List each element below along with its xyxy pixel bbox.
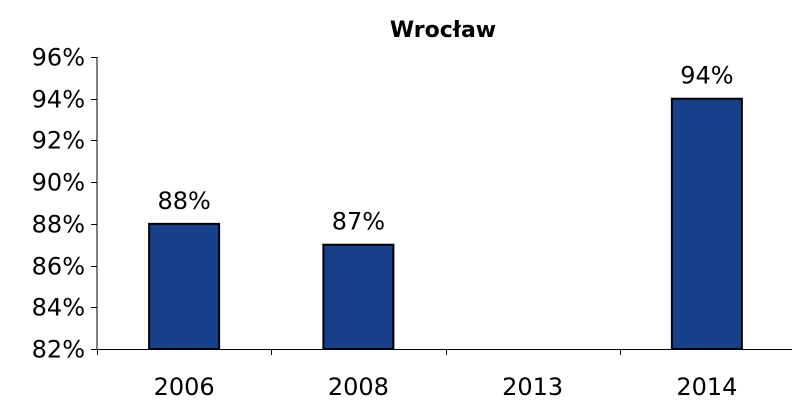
data-label-2008: 87% [332, 208, 385, 236]
x-axis: 2006 2008 2013 2014 [97, 349, 792, 401]
x-tick-label: 2013 [502, 373, 563, 401]
y-tick-label: 92% [32, 127, 85, 155]
y-tick-label: 82% [32, 336, 85, 364]
x-tick-label: 2008 [328, 373, 389, 401]
data-label-2006: 88% [157, 187, 210, 215]
bar-2008 [322, 243, 395, 350]
x-tick-label: 2006 [154, 373, 215, 401]
bar-series [148, 97, 743, 351]
data-label-2014: 94% [680, 62, 733, 90]
bar-2014 [670, 97, 743, 351]
y-tick-label: 86% [32, 253, 85, 281]
y-tick-label: 94% [32, 86, 85, 114]
x-tick-label: 2014 [676, 373, 737, 401]
data-labels: 88% 87% 94% [157, 62, 733, 236]
bar-2006 [148, 222, 221, 351]
y-axis: 82% 84% 86% 88% 90% 92% 94% 96% [32, 44, 98, 364]
chart-title: Wrocław [390, 18, 496, 43]
y-tick-label: 84% [32, 294, 85, 322]
y-tick-label: 88% [32, 211, 85, 239]
y-tick-label: 96% [32, 44, 85, 72]
y-tick-label: 90% [32, 169, 85, 197]
